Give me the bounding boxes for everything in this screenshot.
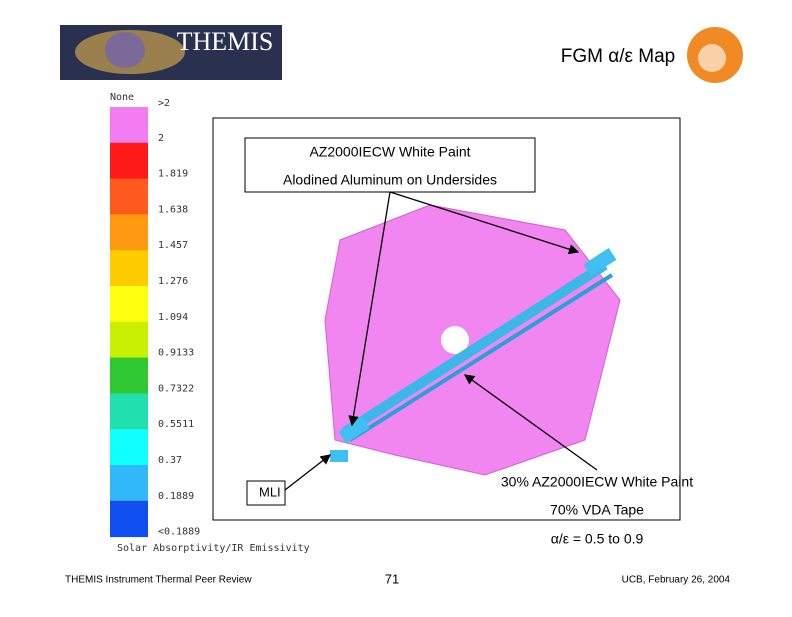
- legend-scale: [110, 101, 148, 538]
- legend-cell: [110, 357, 148, 394]
- legend-cell: [110, 393, 148, 430]
- legend-none: [110, 101, 148, 107]
- legend-cell: [110, 429, 148, 466]
- legend-label: 1.819: [158, 169, 188, 180]
- legend-label: <0.1889: [158, 527, 200, 538]
- callout-text: AZ2000IECW White Paint: [309, 144, 470, 160]
- legend-label: 1.638: [158, 204, 188, 215]
- boom: [330, 247, 617, 462]
- callout-text: MLI: [259, 484, 281, 499]
- legend-cell: [110, 465, 148, 502]
- legend-cell: [110, 142, 148, 180]
- legend-cell: [110, 107, 148, 144]
- legend-label: 1.094: [158, 312, 188, 323]
- legend-cell: [110, 500, 148, 538]
- legend-cell: [110, 250, 148, 287]
- legend-label: 0.7322: [158, 383, 194, 394]
- mascot-logo: [687, 27, 743, 83]
- logo-banner: THEMIS: [60, 25, 282, 80]
- page-number: 71: [385, 571, 399, 586]
- legend-caption: Solar Absorptivity/IR Emissivity: [117, 543, 310, 554]
- legend-heading: None: [110, 92, 134, 103]
- legend-cell: [110, 321, 148, 359]
- legend-label: 0.9133: [158, 348, 194, 359]
- footer-left: THEMIS Instrument Thermal Peer Review: [65, 575, 252, 586]
- legend-label: 2: [158, 133, 164, 144]
- legend-cell: [110, 178, 148, 215]
- solar-panel: [324, 204, 621, 476]
- panel-hole: [441, 326, 469, 354]
- callout-text: Alodined Aluminum on Undersides: [283, 172, 497, 188]
- legend-labels: >2 2 1.819 1.638 1.457 1.276 1.094 0.9133 0.7322…: [158, 98, 200, 538]
- legend-label: >2: [158, 98, 170, 109]
- footer-right: UCB, February 26, 2004: [622, 575, 731, 586]
- slide-title: FGM α/ε Map: [561, 46, 675, 67]
- logo-text: THEMIS: [177, 27, 274, 56]
- arrows: [284, 191, 598, 491]
- legend-label: 0.5511: [158, 419, 194, 430]
- callout-box: [244, 137, 536, 193]
- callout-box: [246, 480, 286, 506]
- callout-text: α/ε = 0.5 to 0.9: [551, 531, 644, 547]
- callout-text: 30% AZ2000IECW White Paint: [501, 474, 693, 490]
- legend-label: 0.37: [158, 455, 182, 466]
- legend-label: 0.1889: [158, 491, 194, 502]
- legend-label: 1.457: [158, 240, 188, 251]
- legend-cell: [110, 286, 148, 323]
- callout-text: 70% VDA Tape: [550, 502, 644, 518]
- legend-cell: [110, 214, 148, 251]
- legend-label: 1.276: [158, 276, 188, 287]
